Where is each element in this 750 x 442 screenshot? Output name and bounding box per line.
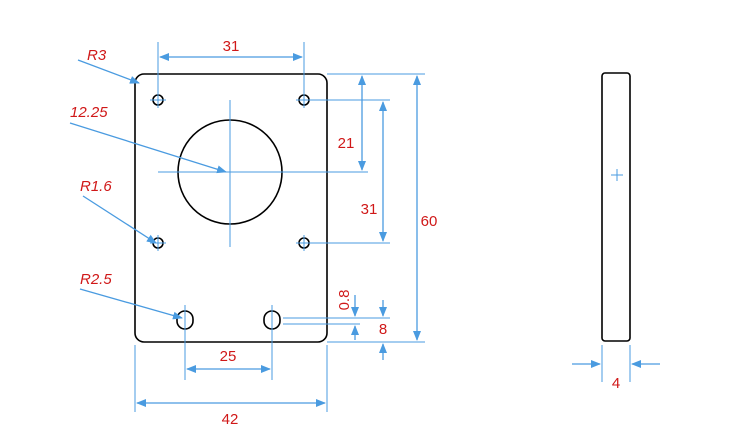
slot-bottom-left: [176, 305, 194, 380]
slot-bottom-right: [263, 305, 281, 380]
callout-small-hole-radius: R1.6: [80, 178, 112, 195]
dim-small-gap: 0.8: [336, 290, 353, 311]
callout-slot-radius: R2.5: [80, 271, 112, 288]
callout-bore-diameter: 12.25: [70, 104, 108, 121]
hole-mid-right: [296, 235, 312, 251]
dim-overall-width: 42: [222, 411, 239, 428]
dim-overall-height: 60: [421, 213, 438, 230]
plate-outline: [134, 73, 328, 343]
callout-corner-radius: R3: [87, 47, 107, 64]
side-view-outline: [601, 72, 631, 342]
dim-thickness: 4: [612, 375, 620, 392]
dim-top-hole-spacing: 31: [223, 38, 240, 55]
dim-vertical-hole-spacing: 31: [361, 201, 378, 218]
dim-bottom-hole-spacing: 25: [220, 348, 237, 365]
dim-bottom-offset: 8: [379, 321, 387, 338]
dim-center-offset: 21: [338, 135, 355, 152]
